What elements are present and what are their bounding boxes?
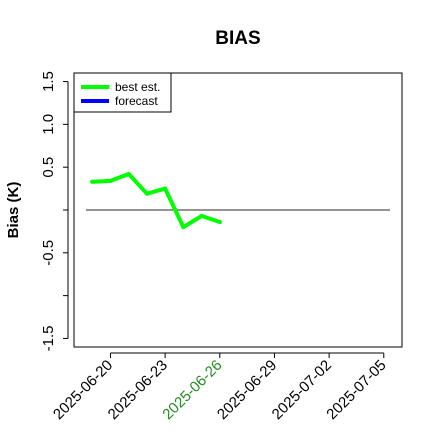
legend-label-best-est: best est. [115,80,160,94]
y-tick-label: 1.0 [40,114,57,135]
data-point [144,191,149,196]
x-axis: 2025-06-202025-06-232025-06-262025-06-29… [50,352,390,423]
data-point [181,225,186,230]
series-layer [86,172,390,230]
plot-frame [73,72,403,348]
y-tick-label: 0.5 [40,157,57,178]
y-tick-label: 1.5 [40,71,57,92]
y-tick-label: -0.5 [40,240,57,266]
data-point [217,219,222,224]
data-point [163,186,168,191]
chart-title: BIAS [215,28,260,49]
y-tick-label: -1.5 [40,326,57,352]
legend-label-forecast: forecast [115,94,158,108]
data-point [90,179,95,184]
series-line-best-est [90,172,222,230]
data-point [199,213,204,218]
data-point [108,178,113,183]
legend: best est. forecast [73,72,172,113]
y-axis: -1.5 -0.5 0.5 1.0 1.5 [40,71,69,352]
x-tick-label: 2025-07-05 [323,357,389,423]
legend-box [73,72,172,113]
data-point [126,172,131,177]
y-axis-label: Bias (K) [5,182,22,239]
